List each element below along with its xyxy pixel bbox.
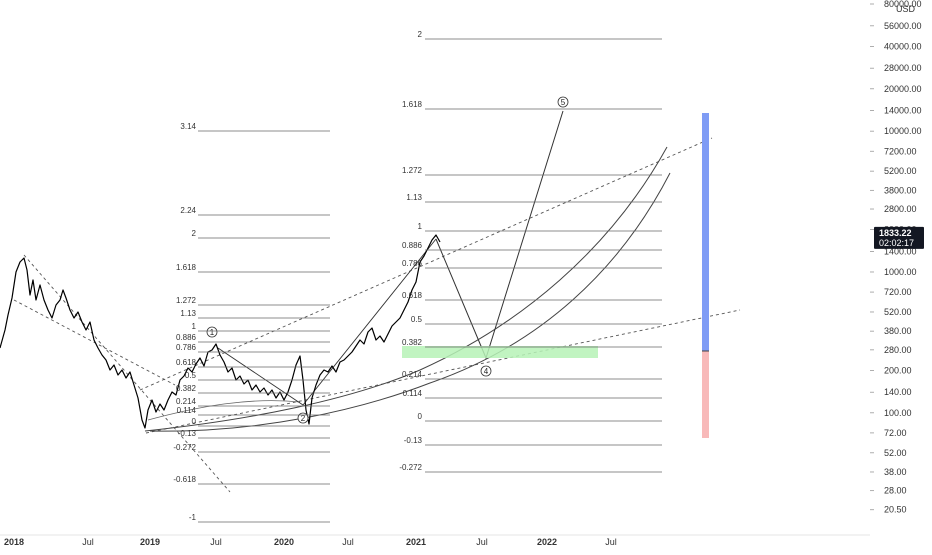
x-tick-label: Jul xyxy=(476,537,488,547)
y-tick-label: 72.00 xyxy=(884,428,907,438)
fib-level-label: 2 xyxy=(418,30,423,39)
y-tick-label: 5200.00 xyxy=(884,166,917,176)
x-tick-label: 2018 xyxy=(4,537,24,547)
y-tick-label: 56000.00 xyxy=(884,21,922,31)
growth-curve-upper xyxy=(144,146,668,432)
y-tick-label: 28.00 xyxy=(884,486,907,496)
projection-bar-down xyxy=(702,351,709,438)
y-tick-label: 1400.00 xyxy=(884,246,917,256)
descending-channel-lower xyxy=(13,299,176,386)
x-tick-label: 2022 xyxy=(537,537,557,547)
wave-label: 5 xyxy=(561,98,566,107)
x-tick-label: Jul xyxy=(210,537,222,547)
wave-label-circle xyxy=(206,326,218,338)
y-tick-label: 2800.00 xyxy=(884,204,917,214)
last-price-countdown: 02:02:17 xyxy=(879,238,914,248)
y-tick-label: 20.50 xyxy=(884,505,907,515)
fib-level-label: 2.24 xyxy=(180,206,196,215)
descending-channel-upper xyxy=(23,254,231,493)
fib-level-label: 0.214 xyxy=(402,370,423,379)
ascending-channel-lower xyxy=(145,309,741,434)
y-tick-label: 520.00 xyxy=(884,307,912,317)
fib-level-label: -0.618 xyxy=(173,475,196,484)
y-tick-label: 20000.00 xyxy=(884,84,922,94)
fib-level-label: -0.272 xyxy=(399,463,422,472)
fib-level-label: 3.14 xyxy=(180,122,196,131)
fib-level-label: 1.13 xyxy=(406,193,422,202)
wave-label: 2 xyxy=(301,414,306,423)
support-zone xyxy=(402,346,598,358)
fib-level-label: 1 xyxy=(418,222,423,231)
y-tick-label: 14000.00 xyxy=(884,106,922,116)
x-tick-label: 2021 xyxy=(406,537,426,547)
fib-level-label: 1.618 xyxy=(176,263,197,272)
fib-level-label: 0.886 xyxy=(176,333,197,342)
fib-level-label: 2 xyxy=(192,229,197,238)
fib-level-label: 0.214 xyxy=(176,397,197,406)
fib-level-label: 0.886 xyxy=(402,241,423,250)
wave-label: 1 xyxy=(210,328,215,337)
price-series xyxy=(0,234,441,429)
fib-level-label: 0 xyxy=(418,412,423,421)
y-tick-label: 52.00 xyxy=(884,448,907,458)
x-tick-label: 2020 xyxy=(274,537,294,547)
fib-level-label: 0.5 xyxy=(185,371,197,380)
fib-level-label: -0.13 xyxy=(178,429,197,438)
last-price-value: 1833.22 xyxy=(879,228,912,238)
fib-level-label: 1.272 xyxy=(176,296,197,305)
y-tick-label: 28000.00 xyxy=(884,63,922,73)
y-tick-label: 280.00 xyxy=(884,345,912,355)
y-tick-label: 40000.00 xyxy=(884,41,922,51)
currency-label: USD xyxy=(896,4,916,14)
x-tick-label: 2019 xyxy=(140,537,160,547)
fib-level-label: 0 xyxy=(192,417,197,426)
fib-level-label: 0.382 xyxy=(176,384,197,393)
fib-level-label: 0.786 xyxy=(402,259,423,268)
last-price-badge xyxy=(874,226,924,249)
fib-level-label: 0.786 xyxy=(176,343,197,352)
y-tick-label: 7200.00 xyxy=(884,146,917,156)
y-tick-label: 38.00 xyxy=(884,467,907,477)
wave-projection-line xyxy=(435,110,564,360)
fib-level-label: 1.618 xyxy=(402,100,423,109)
fib-level-label: 0.114 xyxy=(403,389,423,398)
y-tick-label: 380.00 xyxy=(884,326,912,336)
y-tick-label: 100.00 xyxy=(884,408,912,418)
fib-level-label: 0.618 xyxy=(176,358,197,367)
y-tick-label: 10000.00 xyxy=(884,126,922,136)
growth-curve-lower xyxy=(149,172,671,432)
x-tick-label: Jul xyxy=(82,537,94,547)
price-axis xyxy=(870,0,932,550)
y-tick-label: 200.00 xyxy=(884,365,912,375)
y-tick-label: 1000.00 xyxy=(884,267,917,277)
wave-label-circle xyxy=(480,365,492,377)
projection-bar-up xyxy=(702,113,709,351)
x-tick-label: Jul xyxy=(605,537,617,547)
y-tick-label: 720.00 xyxy=(884,287,912,297)
wave-label: 4 xyxy=(484,367,489,376)
x-tick-label: Jul xyxy=(342,537,354,547)
fib-level-label: -0.13 xyxy=(404,436,423,445)
fib-level-label: 0.618 xyxy=(402,291,423,300)
y-tick-label: 140.00 xyxy=(884,387,912,397)
y-tick-label: 80000.00 xyxy=(884,0,922,9)
fib-level-label: 1 xyxy=(192,322,197,331)
fib-level-label: 0.114 xyxy=(177,406,197,415)
wave-label-circle xyxy=(557,96,569,108)
fib-level-label: -1 xyxy=(189,513,197,522)
fib-level-label: 1.272 xyxy=(402,166,423,175)
wave-label-circle xyxy=(297,412,309,424)
fib-level-label: -0.272 xyxy=(173,443,196,452)
ascending-channel-upper xyxy=(139,137,713,391)
support-curve-small xyxy=(147,400,301,421)
y-tick-label: 3800.00 xyxy=(884,185,917,195)
fib-level-label: 0.5 xyxy=(411,315,423,324)
fib-level-label: 0.382 xyxy=(402,338,423,347)
fib-level-label: 1.13 xyxy=(180,309,196,318)
